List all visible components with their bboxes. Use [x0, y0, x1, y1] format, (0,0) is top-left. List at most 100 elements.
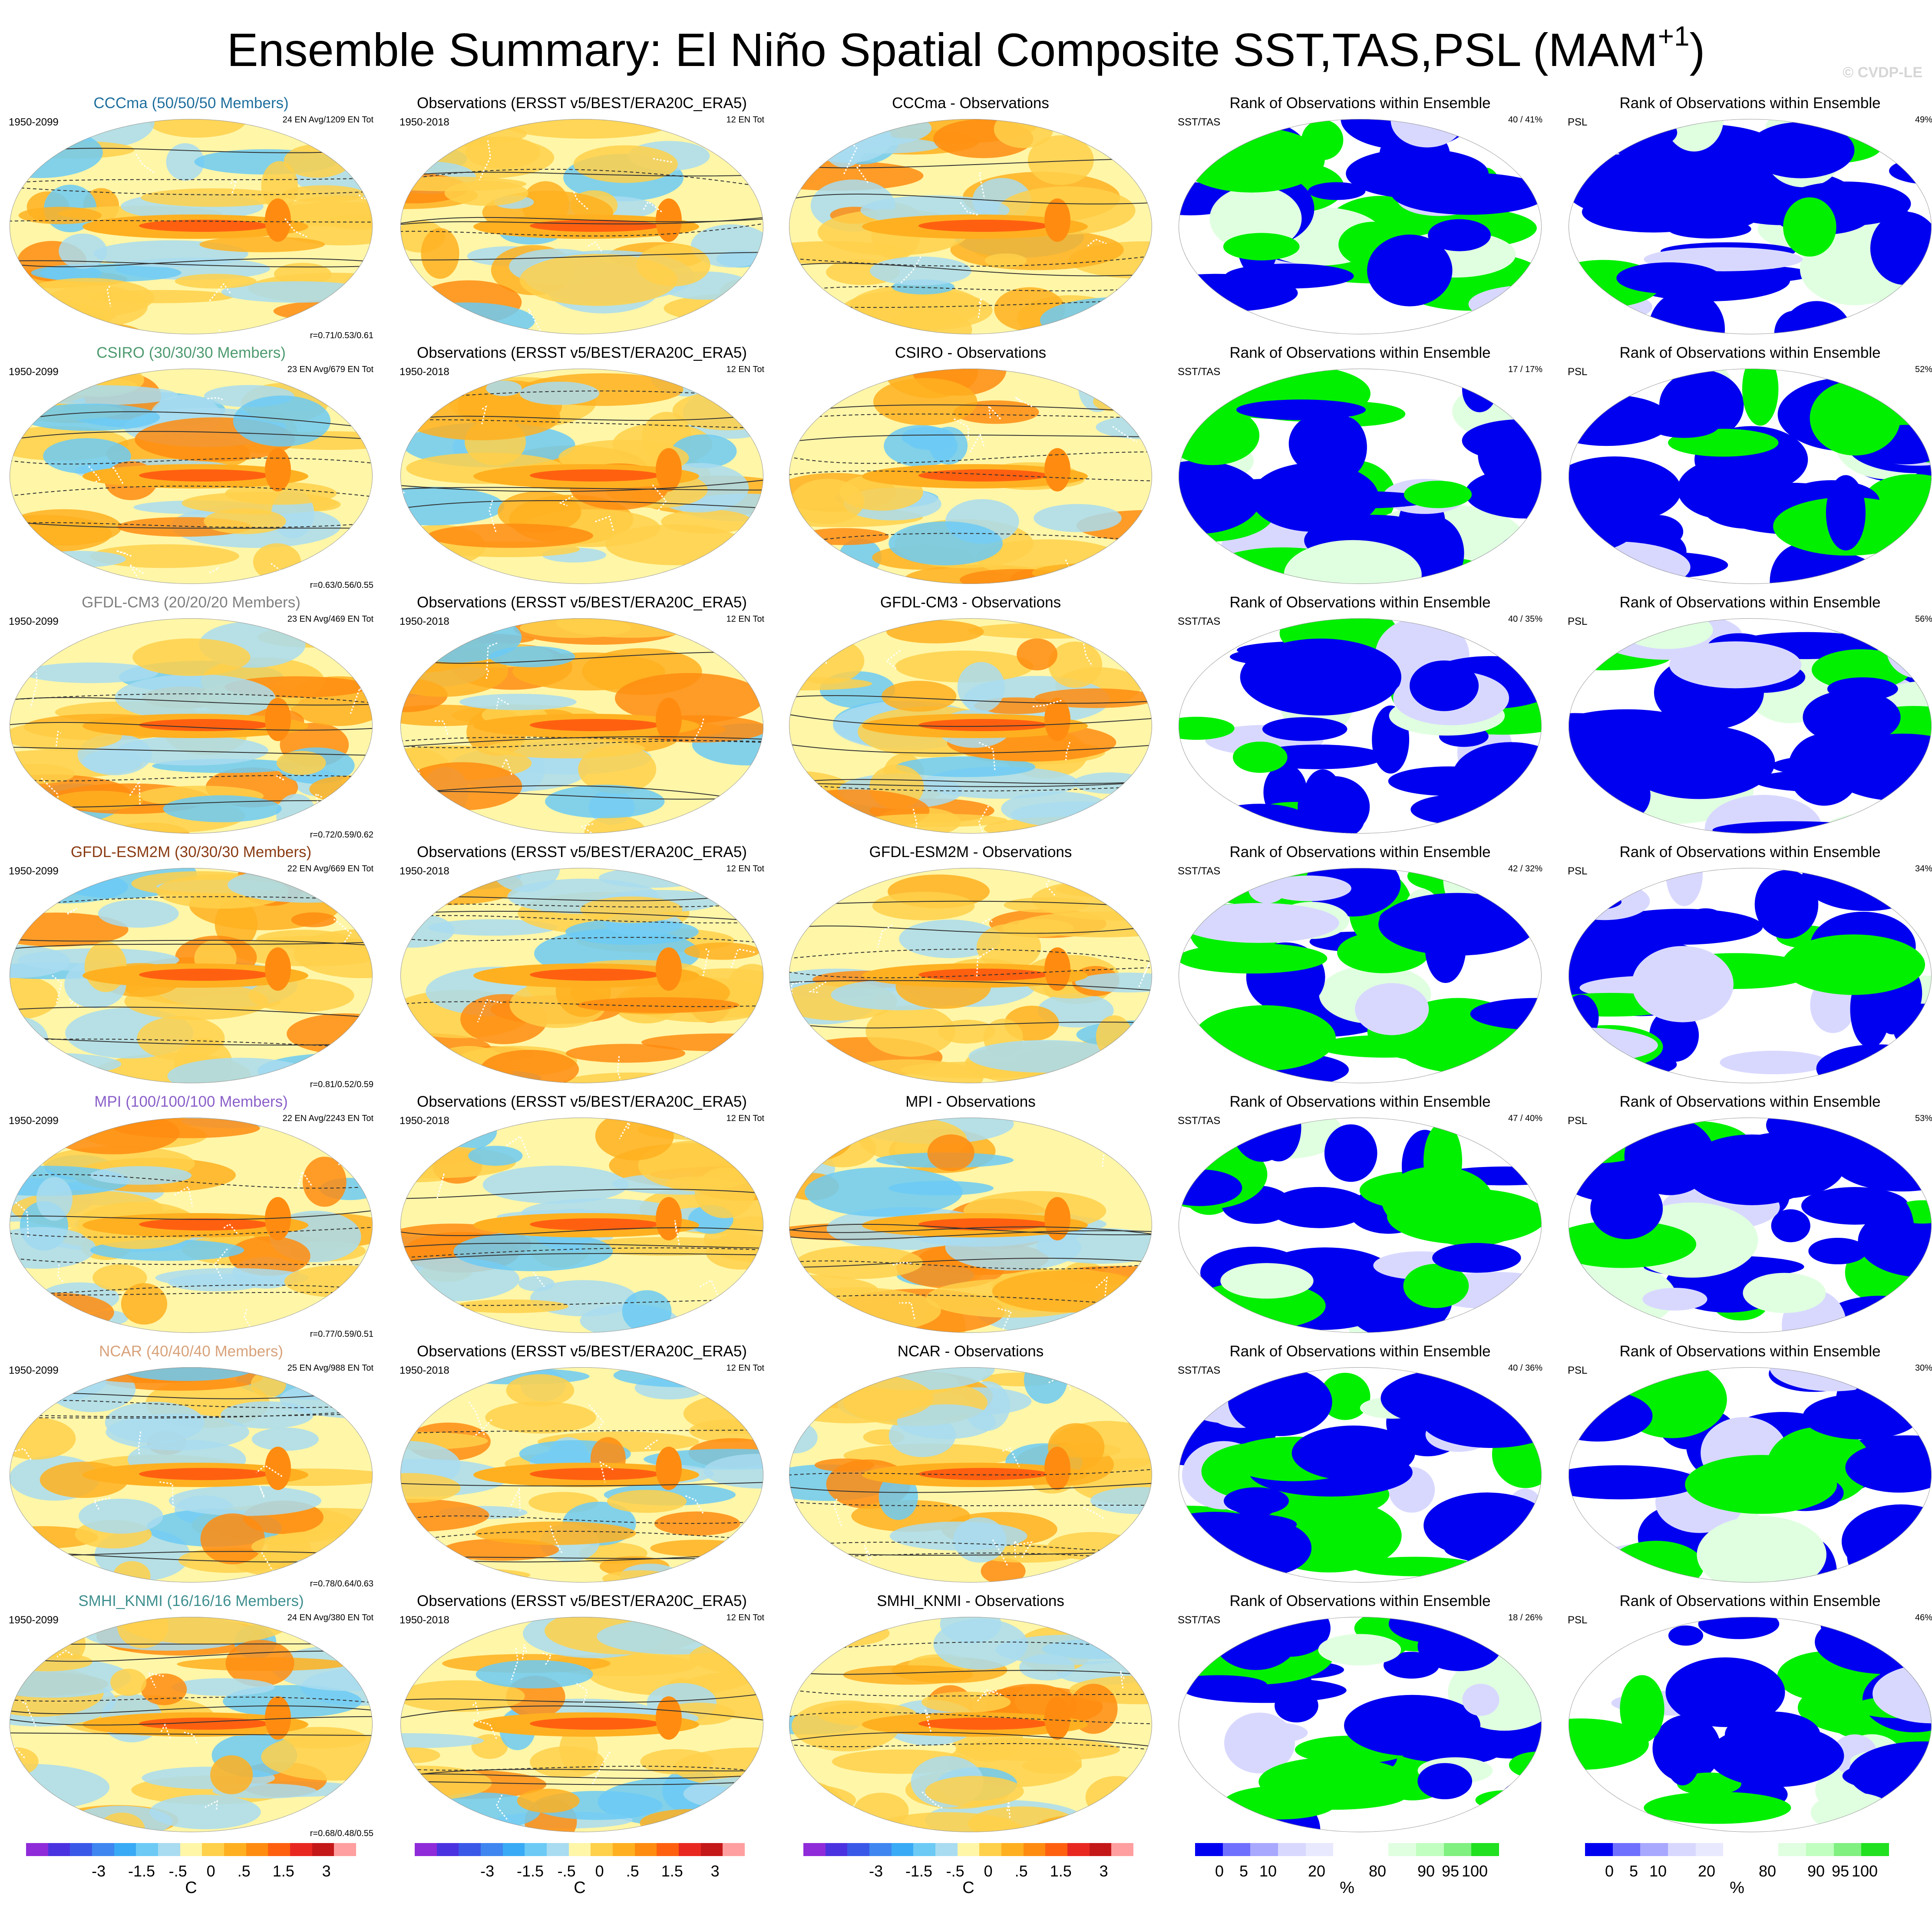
temperature-colorbar: -3 -1.5 -.5 0 .5 1.5 3 C — [803, 1843, 1134, 1899]
temp-map — [789, 1617, 1152, 1832]
sst-rank-panel: Rank of Observations within Ensemble SST/… — [1169, 91, 1551, 341]
model-panel: MPI (100/100/100 Members) 1950-2099 22 EN … — [0, 1090, 382, 1339]
colorbar-box — [1195, 1843, 1223, 1856]
colorbar-box — [847, 1843, 870, 1856]
colorbar-box — [723, 1843, 745, 1856]
event-count: 12 EN Tot — [726, 1613, 764, 1622]
colorbar-box — [957, 1843, 980, 1856]
difference-panel: SMHI_KNMI - Observations — [779, 1589, 1162, 1839]
obs-map-area — [400, 118, 764, 335]
psl-rank-panel: Rank of Observations within Ensemble PSL 3… — [1559, 840, 1932, 1090]
rank-colorbar: 0 5 10 20 80 90 95 100% — [1195, 1843, 1499, 1899]
rank-value: 53% — [1915, 1114, 1932, 1123]
colorbar-tick-label: 0 — [206, 1862, 215, 1880]
diff-map-area — [788, 118, 1153, 335]
colorbar-tick-label: -3 — [480, 1862, 495, 1880]
colorbar-box — [26, 1843, 48, 1856]
colorbar-box — [1750, 1843, 1779, 1856]
panel-title: Rank of Observations within Ensemble — [1229, 1093, 1491, 1110]
sst-rank-panel: Rank of Observations within Ensemble SST/… — [1169, 1339, 1551, 1589]
obs-map-area — [400, 617, 764, 834]
temperature-colorbar: -3 -1.5 -.5 0 .5 1.5 3 C — [26, 1843, 357, 1899]
colorbar-tick-label: 10 — [1649, 1862, 1667, 1880]
rank-map — [1179, 119, 1542, 334]
rank-map — [1179, 1367, 1542, 1583]
colorbar-box — [700, 1843, 723, 1856]
model-map-area — [9, 1616, 373, 1833]
model-panel: SMHI_KNMI (16/16/16 Members) 1950-2099 24 … — [0, 1589, 382, 1839]
sst-rank-panel: Rank of Observations within Ensemble SST/… — [1169, 1090, 1551, 1339]
period-label: 1950-2099 — [9, 116, 59, 128]
period-label: 1950-2099 — [9, 1115, 59, 1127]
sst-rank-map-area — [1178, 867, 1542, 1084]
variable-label: PSL — [1568, 366, 1588, 378]
sst-rank-panel: Rank of Observations within Ensemble SST/… — [1169, 1589, 1551, 1839]
panel-title: SMHI_KNMI - Observations — [877, 1593, 1064, 1609]
event-count: 22 EN Avg/2243 EN Tot — [282, 1114, 373, 1123]
difference-panel: CCCma - Observations — [779, 91, 1162, 341]
variable-label: PSL — [1568, 1365, 1588, 1376]
colorbar-box — [1833, 1843, 1862, 1856]
colorbar-box — [547, 1843, 569, 1856]
colorbar-box — [568, 1843, 591, 1856]
observations-panel: Observations (ERSST v5/BEST/ERA20C_ERA5)… — [391, 590, 773, 840]
colorbar-boxes — [1195, 1843, 1499, 1856]
model-map-area — [9, 1366, 373, 1583]
temp-map — [789, 119, 1152, 334]
correlation-label: r=0.71/0.53/0.61 — [310, 331, 373, 340]
period-label: 1950-2099 — [9, 616, 59, 627]
panel-title: Rank of Observations within Ensemble — [1619, 1343, 1881, 1360]
diff-map-area — [788, 368, 1153, 585]
temp-map — [400, 868, 763, 1083]
temp-map — [400, 119, 763, 334]
colorbar-tick-label: -3 — [869, 1862, 883, 1880]
period-label: 1950-2018 — [400, 616, 449, 627]
colorbar-box — [180, 1843, 202, 1856]
period-label: 1950-2099 — [9, 865, 59, 877]
panel-title: Rank of Observations within Ensemble — [1229, 95, 1491, 112]
panel-title: GFDL-CM3 - Observations — [880, 594, 1061, 611]
colorbar-tick-label: 80 — [1368, 1862, 1387, 1880]
temp-map — [789, 618, 1152, 834]
model-map-area — [9, 368, 373, 585]
colorbar-box — [1222, 1843, 1251, 1856]
colorbar-box — [891, 1843, 914, 1856]
colorbar-box — [803, 1843, 826, 1856]
model-map-area — [9, 1117, 373, 1334]
panel-title: GFDL-CM3 (20/20/20 Members) — [82, 594, 301, 611]
observations-panel: Observations (ERSST v5/BEST/ERA20C_ERA5)… — [391, 1339, 773, 1589]
colorbar-tick-label: 3 — [1099, 1862, 1108, 1880]
rank-value: 49% — [1915, 115, 1932, 125]
temp-map — [10, 1367, 373, 1583]
colorbar-box — [679, 1843, 701, 1856]
colorbar-tick-label: -1.5 — [128, 1862, 155, 1880]
panel-title: Observations (ERSST v5/BEST/ERA20C_ERA5) — [417, 344, 747, 361]
colorbar-box — [459, 1843, 481, 1856]
sst-rank-map-area — [1178, 368, 1542, 585]
event-count: 25 EN Avg/988 EN Tot — [287, 1363, 373, 1373]
variable-label: PSL — [1568, 865, 1588, 877]
copyright-text: © CVDP-LE — [1843, 64, 1922, 81]
obs-map-area — [400, 1616, 764, 1833]
correlation-label: r=0.63/0.56/0.55 — [310, 580, 373, 590]
event-count: 12 EN Tot — [726, 115, 764, 125]
colorbar-box — [1333, 1843, 1361, 1856]
colorbar-tick-label: 1.5 — [661, 1862, 683, 1880]
panel-title: Rank of Observations within Ensemble — [1619, 844, 1881, 861]
colorbar-boxes — [803, 1843, 1134, 1856]
temperature-colorbar: -3 -1.5 -.5 0 .5 1.5 3 C — [415, 1843, 745, 1899]
sst-rank-panel: Rank of Observations within Ensemble SST/… — [1169, 341, 1551, 590]
period-label: 1950-2018 — [400, 1614, 449, 1626]
temp-map — [10, 119, 373, 334]
event-count: 12 EN Tot — [726, 1363, 764, 1373]
rank-value: 17 / 17% — [1508, 365, 1542, 374]
colorbar-tick-label: 5 — [1239, 1862, 1248, 1880]
colorbar-tick-label: 100 — [1461, 1862, 1488, 1880]
panel-title: Rank of Observations within Ensemble — [1619, 95, 1881, 112]
colorbar-box — [136, 1843, 159, 1856]
panel-title: NCAR (40/40/40 Members) — [99, 1343, 284, 1360]
panel-title: Rank of Observations within Ensemble — [1619, 1593, 1881, 1609]
temp-map — [10, 369, 373, 584]
colorbar-box — [436, 1843, 459, 1856]
panel-title: CSIRO (30/30/30 Members) — [96, 344, 286, 361]
